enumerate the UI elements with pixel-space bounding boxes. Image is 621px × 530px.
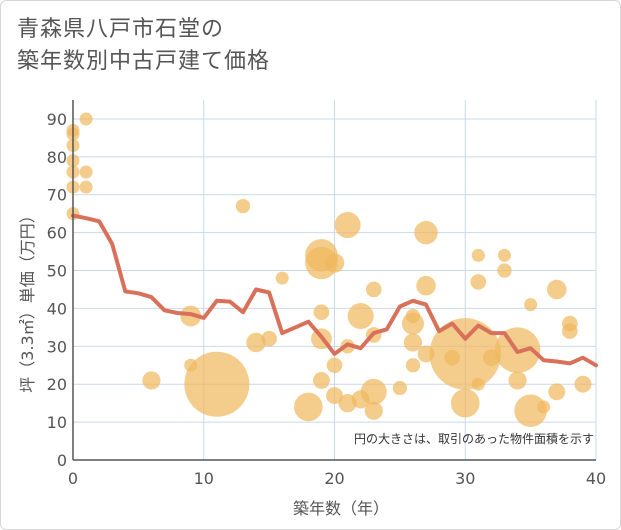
bubble-point-42 bbox=[416, 275, 436, 296]
y-tick-label-10: 10 bbox=[47, 413, 67, 432]
tick-labels: 0 10 20 30 40 50 60 70 80 90 0 10 20 30 40 bbox=[47, 110, 607, 488]
bubble-point-30 bbox=[347, 303, 374, 329]
x-tick-label-0: 0 bbox=[68, 469, 78, 488]
y-tick-label-0: 0 bbox=[57, 451, 67, 470]
y-tick-label-90: 90 bbox=[47, 110, 67, 129]
bubble-point-9 bbox=[79, 180, 93, 194]
bubble-point-21 bbox=[313, 304, 330, 321]
y-tick-label-60: 60 bbox=[47, 224, 67, 243]
bubble-series bbox=[66, 112, 592, 427]
x-tick-label-30: 30 bbox=[455, 469, 475, 488]
y-tick-label-50: 50 bbox=[47, 262, 67, 281]
bubble-point-38 bbox=[401, 312, 425, 335]
bubble-point-57 bbox=[537, 400, 551, 414]
bubble-point-55 bbox=[524, 298, 538, 312]
bubble-point-47 bbox=[471, 248, 485, 262]
bubble-point-45 bbox=[429, 318, 501, 390]
bubble-point-18 bbox=[294, 392, 323, 422]
y-tick-label-40: 40 bbox=[47, 299, 67, 318]
x-axis-label: 築年数（年） bbox=[293, 499, 389, 518]
y-tick-label-30: 30 bbox=[47, 337, 67, 356]
x-tick-label-40: 40 bbox=[586, 469, 606, 488]
bubble-point-26 bbox=[326, 387, 343, 405]
bubble-point-56 bbox=[514, 394, 547, 427]
y-axis-label: 坪（3.3㎡）単価（万円） bbox=[18, 207, 37, 392]
bubble-point-40 bbox=[405, 358, 421, 373]
chart-title: 青森県八戸市石堂の 築年数別中古戸建て価格 bbox=[17, 14, 577, 78]
bubble-point-58 bbox=[547, 279, 567, 300]
x-tick-label-10: 10 bbox=[194, 469, 214, 488]
bubble-point-17 bbox=[275, 271, 289, 285]
bubble-point-54 bbox=[508, 371, 527, 390]
bubble-size-note: 円の大きさは、取引のあった物件面積を示す bbox=[354, 431, 594, 446]
bubble-point-46 bbox=[450, 388, 480, 418]
x-tick-label-20: 20 bbox=[324, 469, 344, 488]
y-tick-label-70: 70 bbox=[47, 186, 67, 205]
bubble-point-52 bbox=[497, 263, 512, 278]
bubble-point-51 bbox=[497, 248, 511, 262]
bubble-point-36 bbox=[392, 380, 408, 396]
bubble-point-34 bbox=[360, 378, 387, 405]
bubble-point-25 bbox=[326, 357, 343, 374]
bubble-point-24 bbox=[324, 253, 345, 273]
y-tick-label-80: 80 bbox=[47, 148, 67, 167]
bubble-point-23 bbox=[312, 371, 330, 389]
average-line-series bbox=[71, 213, 598, 368]
bubble-point-39 bbox=[403, 333, 423, 352]
bubble-point-59 bbox=[548, 383, 566, 401]
bubble-point-10 bbox=[142, 371, 161, 390]
bubble-point-61 bbox=[562, 323, 578, 339]
bubble-point-27 bbox=[334, 212, 361, 239]
chart-title-line1: 青森県八戸市石堂の bbox=[17, 17, 225, 42]
bubble-point-16 bbox=[261, 330, 277, 347]
bubble-point-13 bbox=[184, 351, 250, 417]
bubble-point-35 bbox=[364, 401, 383, 420]
bubble-point-48 bbox=[470, 274, 487, 290]
bubble-point-14 bbox=[235, 198, 251, 214]
bubble-point-7 bbox=[79, 112, 93, 126]
chart-title-line2: 築年数別中古戸建て価格 bbox=[17, 49, 271, 74]
bubble-point-8 bbox=[79, 165, 93, 179]
bubble-point-32 bbox=[365, 281, 382, 298]
axes bbox=[72, 100, 596, 461]
bubble-point-41 bbox=[414, 220, 438, 245]
bubble-point-62 bbox=[574, 375, 592, 393]
bubble-point-49 bbox=[471, 377, 485, 391]
average-line bbox=[71, 213, 598, 368]
y-tick-label-20: 20 bbox=[47, 375, 67, 394]
bubble-point-15 bbox=[246, 332, 266, 353]
